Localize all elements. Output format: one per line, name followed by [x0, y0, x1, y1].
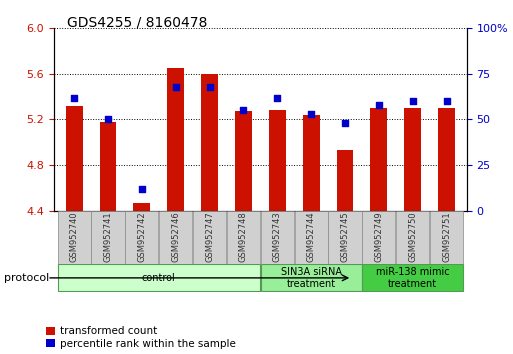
Text: GDS4255 / 8160478: GDS4255 / 8160478: [67, 16, 207, 30]
Bar: [201, 74, 218, 211]
Point: [240, 108, 248, 113]
Bar: [91, 211, 125, 264]
Bar: [328, 211, 362, 264]
Text: GSM952743: GSM952743: [273, 211, 282, 262]
Bar: [193, 211, 226, 264]
Bar: [396, 211, 429, 264]
Bar: [66, 106, 83, 211]
Text: GSM952749: GSM952749: [374, 211, 383, 262]
Text: GSM952750: GSM952750: [408, 211, 417, 262]
Text: GSM952751: GSM952751: [442, 211, 451, 262]
Legend: transformed count, percentile rank within the sample: transformed count, percentile rank withi…: [46, 326, 235, 349]
Bar: [125, 211, 159, 264]
Point: [307, 111, 315, 117]
Text: protocol: protocol: [4, 273, 49, 283]
Text: SIN3A siRNA
treatment: SIN3A siRNA treatment: [281, 267, 342, 289]
Bar: [303, 115, 320, 211]
Point: [408, 98, 417, 104]
Bar: [159, 211, 192, 264]
Bar: [269, 110, 286, 211]
Bar: [294, 211, 328, 264]
Bar: [261, 264, 362, 291]
Bar: [57, 211, 91, 264]
Bar: [404, 108, 421, 211]
Point: [138, 186, 146, 192]
Point: [104, 117, 112, 122]
Bar: [100, 122, 116, 211]
Text: GSM952742: GSM952742: [137, 211, 146, 262]
Bar: [370, 108, 387, 211]
Text: control: control: [142, 273, 175, 283]
Bar: [430, 211, 463, 264]
Text: GSM952745: GSM952745: [341, 211, 349, 262]
Text: GSM952741: GSM952741: [104, 211, 112, 262]
Text: GSM952744: GSM952744: [307, 211, 315, 262]
Bar: [167, 68, 184, 211]
Point: [374, 102, 383, 108]
Bar: [261, 211, 294, 264]
Bar: [227, 211, 260, 264]
Bar: [133, 202, 150, 211]
Bar: [362, 211, 396, 264]
Text: GSM952746: GSM952746: [171, 211, 180, 262]
Text: miR-138 mimic
treatment: miR-138 mimic treatment: [376, 267, 449, 289]
Text: GSM952747: GSM952747: [205, 211, 214, 262]
Bar: [57, 264, 260, 291]
Bar: [337, 150, 353, 211]
Bar: [438, 108, 455, 211]
Point: [341, 120, 349, 126]
Bar: [235, 112, 252, 211]
Point: [172, 84, 180, 90]
Text: GSM952740: GSM952740: [70, 211, 78, 262]
Text: GSM952748: GSM952748: [239, 211, 248, 262]
Point: [442, 98, 450, 104]
Point: [70, 95, 78, 101]
Point: [273, 95, 281, 101]
Bar: [362, 264, 463, 291]
Point: [206, 84, 214, 90]
